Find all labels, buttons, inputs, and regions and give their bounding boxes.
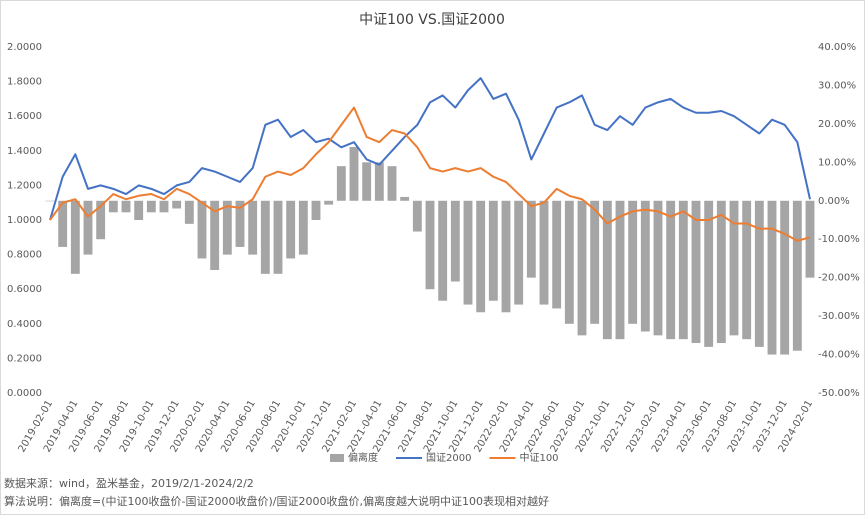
deviation-bar: [412, 200, 422, 232]
deviation-bar: [374, 162, 384, 201]
y2-tick-label: -30.00%: [818, 311, 860, 322]
deviation-bar: [45, 200, 55, 202]
y-tick-label: 1.8000: [7, 77, 42, 88]
deviation-bar: [146, 200, 156, 213]
y-tick-label: 1.4000: [7, 146, 42, 157]
series-line: [49, 77, 811, 221]
legend-swatch: [330, 454, 344, 462]
y2-tick-label: -40.00%: [818, 350, 860, 361]
deviation-bar: [96, 200, 106, 240]
deviation-bar: [70, 200, 80, 274]
deviation-bar: [716, 200, 726, 344]
y-tick-label: 0.6000: [7, 284, 42, 295]
legend-label: 偏离度: [348, 451, 378, 464]
deviation-bar: [134, 200, 144, 220]
y-tick-label: 0.8000: [7, 250, 42, 261]
deviation-bar: [501, 200, 511, 313]
y-tick-label: 0.0000: [7, 388, 42, 399]
deviation-bar: [602, 200, 612, 340]
deviation-bar: [400, 196, 410, 201]
deviation-bar: [324, 200, 334, 205]
y-tick-label: 2.0000: [7, 42, 42, 53]
deviation-bar: [539, 200, 549, 305]
deviation-bar: [463, 200, 473, 305]
deviation-bar: [336, 166, 346, 201]
y2-tick-label: 20.00%: [818, 119, 856, 130]
deviation-bar: [260, 200, 270, 274]
y2-tick-label: -50.00%: [818, 388, 860, 399]
y-tick-label: 1.0000: [7, 215, 42, 226]
deviation-bar: [425, 200, 435, 290]
deviation-bar: [488, 200, 498, 301]
deviation-bar: [615, 200, 625, 340]
y2-tick-label: 10.00%: [818, 157, 856, 168]
deviation-bar: [172, 200, 182, 209]
deviation-bar: [564, 200, 574, 324]
deviation-bar: [438, 200, 448, 301]
series-line: [49, 106, 811, 242]
deviation-bar: [83, 200, 93, 255]
chart-title: 中证100 VS.国证2000: [359, 12, 505, 28]
deviation-bar: [691, 200, 701, 344]
legend-label: 中证100: [519, 451, 558, 464]
deviation-bar: [349, 146, 359, 201]
deviation-bar: [273, 200, 283, 274]
deviation-bar: [286, 200, 296, 259]
deviation-bar: [653, 200, 663, 336]
deviation-bar: [197, 200, 207, 259]
deviation-bar: [108, 200, 118, 213]
deviation-bar: [590, 200, 600, 324]
deviation-bar: [805, 200, 815, 278]
deviation-bar: [754, 200, 764, 347]
deviation-bar: [780, 200, 790, 355]
deviation-bar: [628, 200, 638, 324]
y2-tick-label: -10.00%: [818, 234, 860, 245]
method-note: 算法说明：偏离度=(中证100收盘价-国证2000收盘价)/国证2000收盘价,…: [4, 494, 549, 508]
deviation-bar: [704, 200, 714, 347]
deviation-bar: [298, 200, 308, 255]
deviation-bar: [792, 200, 802, 351]
source-note: 数据来源：wind，盈米基金，2019/2/1-2024/2/2: [4, 476, 254, 490]
y-tick-label: 0.4000: [7, 319, 42, 330]
deviation-bar: [248, 200, 258, 255]
deviation-bar: [210, 200, 220, 270]
deviation-bar: [577, 200, 587, 336]
deviation-bar: [476, 200, 486, 313]
y2-tick-label: -20.00%: [818, 273, 860, 284]
deviation-bar: [678, 200, 688, 340]
y-tick-label: 0.2000: [7, 353, 42, 364]
deviation-bar: [58, 200, 68, 247]
deviation-bar: [184, 200, 194, 224]
y2-tick-label: 0.00%: [818, 196, 850, 207]
deviation-bar: [121, 200, 131, 213]
deviation-bar: [640, 200, 650, 332]
y-tick-label: 1.6000: [7, 111, 42, 122]
deviation-bar: [450, 200, 460, 282]
legend-label: 国证2000: [426, 452, 471, 464]
deviation-bar: [552, 200, 562, 309]
deviation-bar: [767, 200, 777, 355]
deviation-bar: [742, 200, 752, 340]
y-tick-label: 1.2000: [7, 180, 42, 191]
deviation-bar: [387, 166, 397, 201]
y2-tick-label: 30.00%: [818, 80, 856, 91]
deviation-bar: [666, 200, 676, 340]
deviation-bar: [729, 200, 739, 336]
deviation-bar: [159, 200, 169, 213]
y2-tick-label: 40.00%: [818, 42, 856, 53]
deviation-bar: [514, 200, 524, 305]
deviation-bar: [526, 200, 536, 278]
deviation-bar: [235, 200, 245, 247]
deviation-bar: [222, 200, 232, 255]
deviation-bar: [362, 162, 372, 201]
deviation-bar: [311, 200, 321, 220]
